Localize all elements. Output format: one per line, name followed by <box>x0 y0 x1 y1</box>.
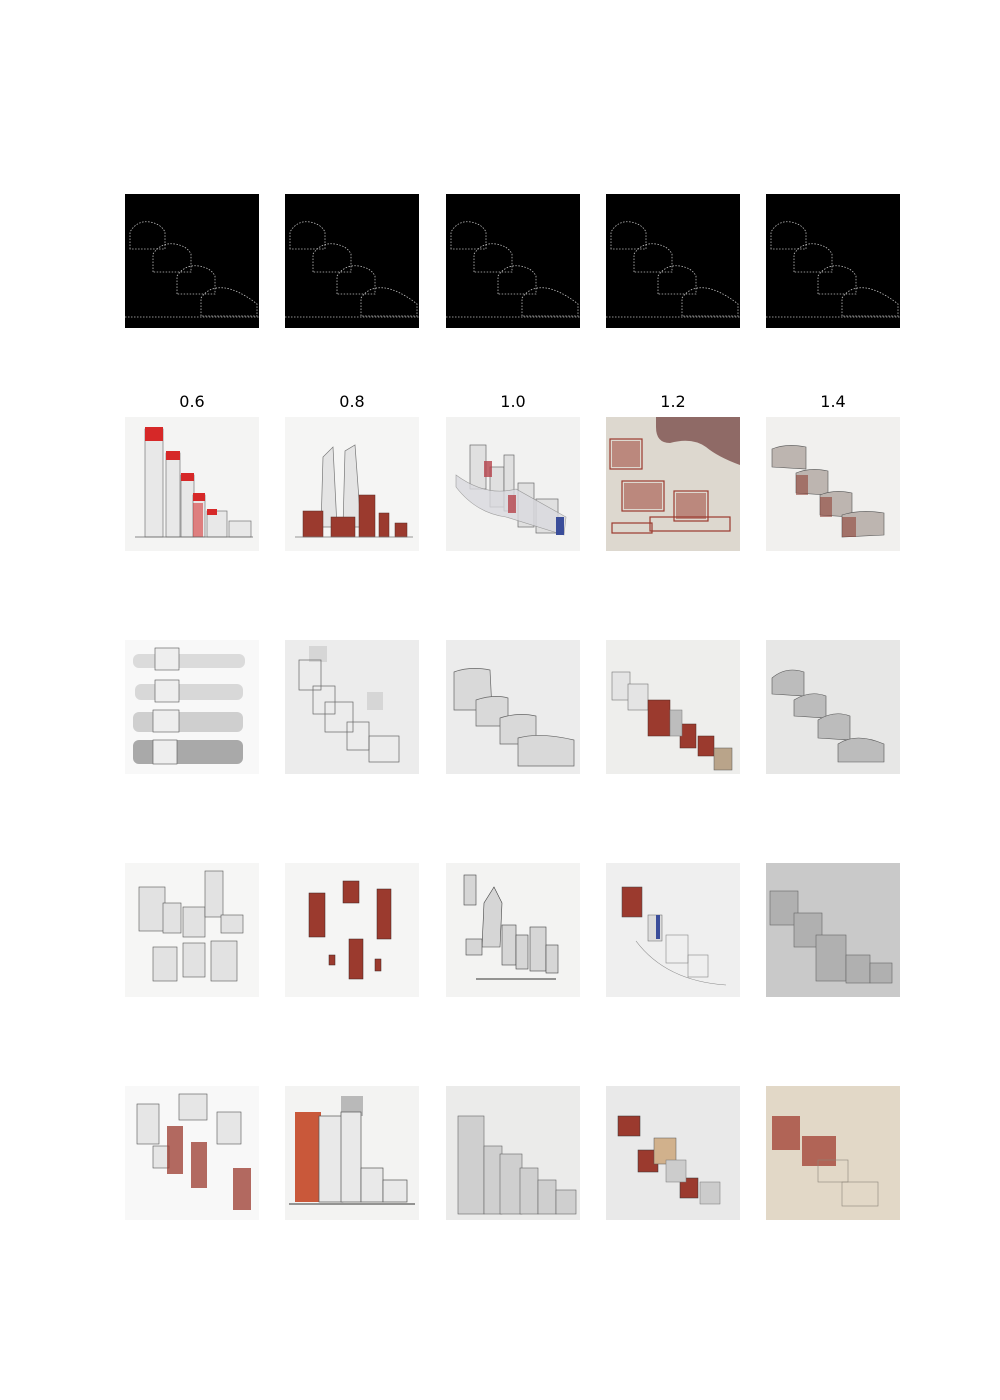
generated-sketch <box>446 640 580 774</box>
generated-sketch <box>766 417 900 551</box>
condition-edge-map <box>606 194 740 328</box>
generated-sketch <box>125 417 259 551</box>
generated-sketch <box>766 863 900 997</box>
generated-sketch <box>766 640 900 774</box>
column-label-1.4: 1.4 <box>820 392 846 411</box>
generated-sketch <box>125 640 259 774</box>
generated-sketch <box>606 1086 740 1220</box>
generated-sketch <box>446 1086 580 1220</box>
generated-sketch <box>285 417 419 551</box>
generated-sketch <box>446 417 580 551</box>
condition-edge-map <box>766 194 900 328</box>
generated-sketch <box>606 417 740 551</box>
condition-edge-map <box>446 194 580 328</box>
generated-sketch <box>285 640 419 774</box>
column-label-1.2: 1.2 <box>660 392 686 411</box>
generated-sketch <box>606 863 740 997</box>
column-label-0.8: 0.8 <box>339 392 365 411</box>
column-label-1.0: 1.0 <box>500 392 526 411</box>
generated-sketch <box>446 863 580 997</box>
generated-sketch <box>606 640 740 774</box>
generated-sketch <box>766 1086 900 1220</box>
condition-edge-map <box>125 194 259 328</box>
generated-sketch <box>285 863 419 997</box>
column-label-0.6: 0.6 <box>179 392 205 411</box>
generated-sketch <box>125 1086 259 1220</box>
generated-sketch <box>125 863 259 997</box>
condition-edge-map <box>285 194 419 328</box>
generated-sketch <box>285 1086 419 1220</box>
